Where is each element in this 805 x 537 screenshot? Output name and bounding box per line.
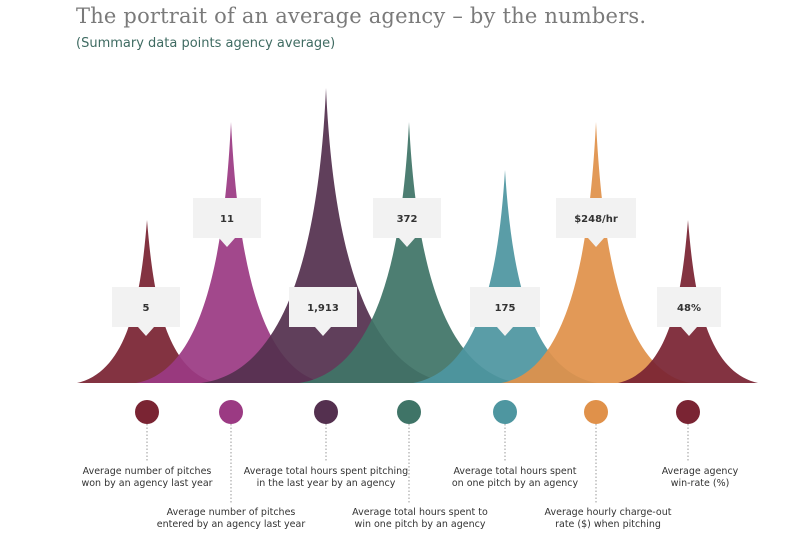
value-label: 1,913 bbox=[307, 303, 339, 314]
value-callout-7: 48% bbox=[657, 287, 721, 336]
category-description-line: on one pitch by an agency bbox=[452, 478, 579, 489]
value-callouts: 5 11 1,913 372 175 $248/hr 48% bbox=[112, 198, 721, 336]
category-description-line: Average number of pitches bbox=[167, 507, 296, 518]
value-callout-6: $248/hr bbox=[556, 198, 636, 247]
category-description-line: entered by an agency last year bbox=[157, 519, 306, 530]
callout-box bbox=[556, 198, 636, 247]
value-callout-1: 5 bbox=[112, 287, 180, 336]
category-description-line: won by an agency last year bbox=[81, 478, 212, 489]
category-description-line: win one pitch by an agency bbox=[355, 519, 486, 530]
peak-6 bbox=[501, 122, 691, 383]
peak-3 bbox=[201, 88, 451, 383]
value-label: 48% bbox=[677, 303, 701, 314]
value-callout-5: 175 bbox=[470, 287, 540, 336]
callout-box bbox=[657, 287, 721, 336]
category-dot bbox=[676, 400, 700, 424]
peak-4 bbox=[299, 122, 519, 383]
callout-box bbox=[112, 287, 180, 336]
value-label: 372 bbox=[397, 214, 418, 225]
category-description-line: Average hourly charge-out bbox=[545, 507, 672, 518]
callout-box bbox=[193, 198, 261, 247]
value-label: 5 bbox=[143, 303, 150, 314]
category-dot bbox=[135, 400, 159, 424]
category-dot bbox=[493, 400, 517, 424]
chart-subtitle: (Summary data points agency average) bbox=[76, 36, 336, 51]
category-description-line: rate ($) when pitching bbox=[555, 519, 661, 530]
category-description-line: Average total hours spent bbox=[453, 466, 576, 477]
peak-2 bbox=[136, 122, 326, 383]
callout-box bbox=[470, 287, 540, 336]
category-dot bbox=[219, 400, 243, 424]
callout-box bbox=[373, 198, 441, 247]
value-label: 175 bbox=[495, 303, 516, 314]
category-description-line: win-rate (%) bbox=[671, 478, 730, 489]
value-callout-2: 11 bbox=[193, 198, 261, 247]
category-description-line: Average agency bbox=[662, 466, 739, 477]
category-dot bbox=[314, 400, 338, 424]
category-description-line: Average total hours spent to bbox=[352, 507, 488, 518]
chart-title: The portrait of an average agency – by t… bbox=[76, 4, 647, 28]
category-description-line: Average total hours spent pitching bbox=[244, 466, 408, 477]
value-callout-4: 372 bbox=[373, 198, 441, 247]
category-dot bbox=[584, 400, 608, 424]
value-callout-3: 1,913 bbox=[289, 287, 357, 336]
value-label: $248/hr bbox=[574, 214, 618, 225]
peak-5 bbox=[413, 170, 597, 383]
category-description-line: in the last year by an agency bbox=[257, 478, 396, 489]
value-label: 11 bbox=[220, 214, 234, 225]
category-description-line: Average number of pitches bbox=[83, 466, 212, 477]
callout-box bbox=[289, 287, 357, 336]
category-dot bbox=[397, 400, 421, 424]
